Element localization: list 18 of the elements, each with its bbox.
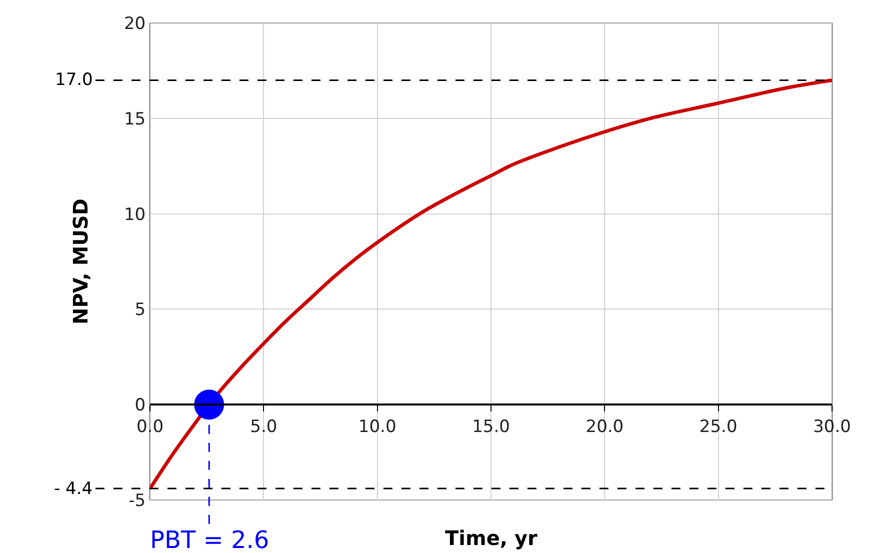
x-tick-label: 10.0 [358, 417, 396, 437]
ref-line-label: 17.0 [55, 70, 93, 90]
y-tick-label: 10 [124, 204, 146, 225]
y-tick-label: -5 [128, 490, 146, 511]
x-tick-label: 25.0 [699, 417, 738, 437]
x-tick-label: 0.0 [136, 417, 164, 437]
y-tick-label: 0 [134, 396, 146, 416]
y-axis-title: NPV, MUSD [68, 198, 92, 325]
ref-line-label: - 4.4 [54, 479, 93, 499]
x-axis-title: Time, yr [445, 526, 538, 550]
y-tick-label: 15 [124, 109, 146, 130]
ref-line-label: PBT = 2.6 [150, 526, 270, 553]
x-tick-label: 20.0 [586, 417, 624, 437]
x-tick-label: 5.0 [250, 417, 278, 437]
y-tick-label: 20 [124, 14, 146, 34]
x-tick-label: 15.0 [472, 417, 510, 437]
x-tick-label: 30.0 [813, 417, 851, 437]
y-tick-label: 5 [134, 300, 146, 320]
